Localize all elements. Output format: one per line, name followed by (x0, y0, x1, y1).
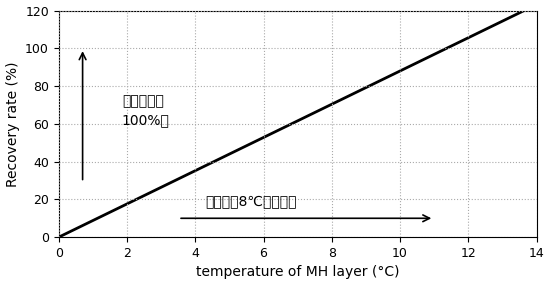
Y-axis label: Recovery rate (%): Recovery rate (%) (6, 61, 20, 187)
Text: 回収効率は: 回収効率は (122, 94, 164, 108)
Text: 層温度を8℃程度上昇: 層温度を8℃程度上昇 (206, 194, 297, 208)
Text: 100%に: 100%に (122, 113, 170, 127)
X-axis label: temperature of MH layer (°C): temperature of MH layer (°C) (196, 265, 399, 280)
